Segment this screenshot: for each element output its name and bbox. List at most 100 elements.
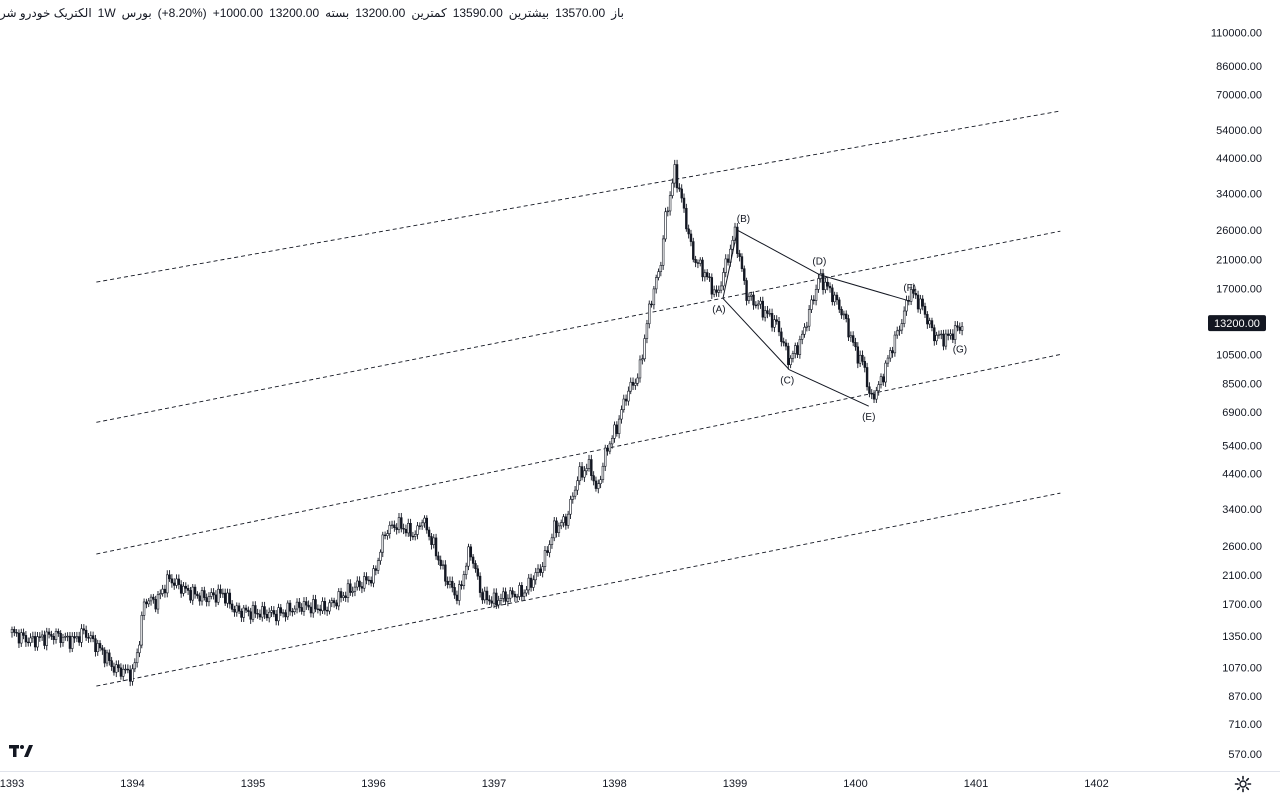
candle bbox=[363, 572, 366, 592]
candle bbox=[126, 664, 130, 674]
candle bbox=[849, 331, 853, 342]
legend-change-value: +1000.00 bbox=[212, 6, 264, 20]
candle-body bbox=[101, 647, 104, 651]
candle-body bbox=[532, 579, 535, 588]
candle-body bbox=[833, 294, 836, 303]
time-tick-label: 1400 bbox=[843, 778, 867, 790]
candle bbox=[451, 576, 454, 593]
candle bbox=[161, 584, 164, 597]
channel-line-3 bbox=[96, 354, 1061, 555]
candle-body bbox=[550, 537, 554, 545]
chart-legend: باز 13570.00 بیشترین 13590.00 کمترین 13200.… bbox=[0, 6, 624, 20]
candle bbox=[687, 224, 690, 239]
candle-body bbox=[193, 586, 197, 595]
time-axis[interactable]: 1393 1394 1395 1396 1397 1398 1399 1400 1401 1402 bbox=[0, 778, 1109, 790]
candle-body bbox=[606, 447, 609, 452]
candle-body bbox=[909, 289, 913, 302]
candle-body bbox=[154, 599, 157, 610]
candle-body bbox=[752, 294, 755, 306]
legend-symbol[interactable]: الکتریک خودرو شرق bbox=[0, 6, 92, 20]
candle bbox=[914, 288, 917, 299]
price-tick-label: 110000.00 bbox=[1211, 27, 1262, 39]
candle bbox=[534, 567, 537, 585]
candle bbox=[226, 588, 229, 608]
candle bbox=[652, 285, 656, 310]
candle-body bbox=[64, 636, 67, 638]
candle bbox=[52, 633, 55, 645]
candle bbox=[432, 534, 435, 549]
candle bbox=[247, 606, 250, 617]
candle-body bbox=[896, 330, 899, 336]
gear-icon[interactable] bbox=[1234, 775, 1252, 793]
candle bbox=[101, 645, 104, 655]
candle-body bbox=[163, 588, 167, 594]
candle-body bbox=[492, 592, 496, 604]
candle bbox=[258, 609, 262, 621]
candle bbox=[801, 330, 804, 345]
time-tick-label: 1399 bbox=[723, 778, 747, 790]
candle bbox=[240, 608, 243, 622]
candle bbox=[22, 628, 25, 640]
candle-body bbox=[131, 668, 134, 682]
candle-body bbox=[166, 574, 169, 594]
candle bbox=[277, 603, 280, 626]
candle bbox=[349, 579, 352, 596]
price-tick-label: 2100.00 bbox=[1222, 570, 1262, 582]
candle-body bbox=[96, 643, 99, 653]
price-tick-label: 6900.00 bbox=[1222, 407, 1262, 419]
last-price-marker: 13200.00 bbox=[1208, 315, 1266, 332]
candle bbox=[33, 631, 37, 651]
candle-body bbox=[638, 359, 642, 379]
candle bbox=[703, 269, 707, 282]
price-tick-label: 710.00 bbox=[1228, 719, 1262, 731]
candle bbox=[261, 601, 264, 622]
candle-body bbox=[68, 635, 72, 649]
candle bbox=[807, 305, 811, 332]
candle bbox=[471, 554, 475, 569]
candle-body bbox=[344, 595, 347, 598]
candle bbox=[566, 510, 570, 529]
legend-high-label: بیشترین bbox=[508, 6, 550, 20]
candle-body bbox=[495, 592, 498, 606]
candle-body bbox=[747, 296, 751, 301]
legend-exchange: بورس bbox=[121, 6, 152, 20]
price-tick-label: 17000.00 bbox=[1216, 283, 1262, 295]
candle bbox=[112, 662, 116, 676]
candle bbox=[10, 626, 14, 638]
candle-body bbox=[191, 586, 194, 601]
candle bbox=[928, 317, 931, 329]
candle bbox=[678, 183, 681, 192]
candle bbox=[645, 319, 649, 344]
candle bbox=[437, 551, 440, 565]
time-tick-label: 1395 bbox=[241, 778, 265, 790]
wave-label-b: (B) bbox=[737, 214, 750, 225]
candle-body bbox=[583, 470, 586, 478]
candle bbox=[45, 627, 48, 651]
candle bbox=[608, 441, 612, 455]
candle bbox=[573, 486, 577, 500]
candle-body bbox=[587, 459, 591, 469]
candle bbox=[680, 184, 683, 203]
candle bbox=[557, 522, 561, 537]
candle-body bbox=[196, 593, 199, 597]
candle-body bbox=[518, 585, 521, 597]
candle bbox=[958, 322, 961, 334]
price-axis[interactable]: 110000.00 86000.00 70000.00 54000.00 44000.0… bbox=[1211, 27, 1262, 761]
candle-body bbox=[214, 594, 218, 603]
candle-body bbox=[736, 226, 739, 254]
candle bbox=[919, 294, 922, 314]
tradingview-logo-icon[interactable] bbox=[8, 740, 34, 762]
candle bbox=[935, 331, 938, 345]
candle bbox=[302, 597, 306, 616]
candle bbox=[356, 576, 359, 591]
candle bbox=[868, 382, 871, 398]
candle-body bbox=[110, 660, 113, 667]
candle bbox=[409, 518, 412, 542]
candle-body bbox=[346, 583, 350, 598]
candle bbox=[251, 601, 255, 623]
candle-body bbox=[868, 386, 871, 394]
candle-body bbox=[622, 398, 625, 410]
candle-body bbox=[420, 522, 424, 527]
candle-body bbox=[946, 333, 950, 336]
